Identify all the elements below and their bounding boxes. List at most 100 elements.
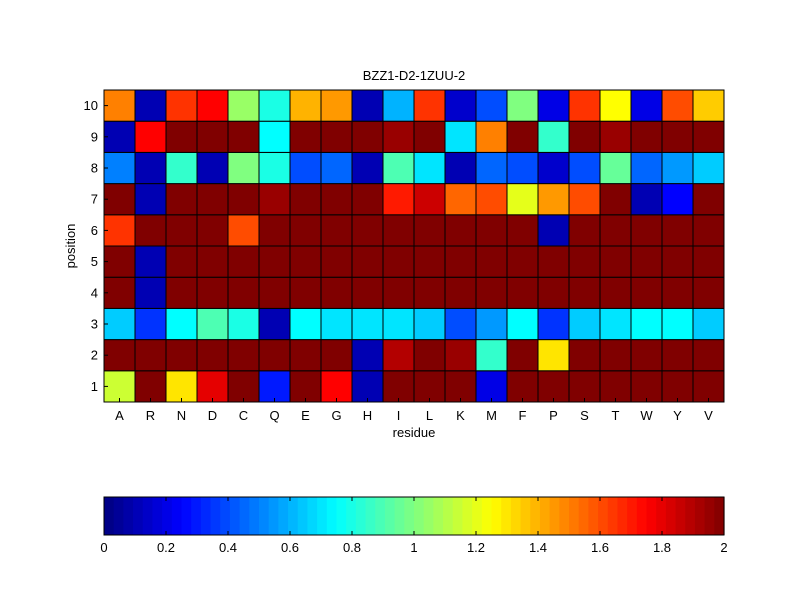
heatmap-cell	[599, 151, 632, 185]
heatmap-cell	[506, 89, 539, 122]
heatmap-cell	[382, 89, 415, 122]
heatmap-cell	[692, 276, 725, 309]
colorbar-segment	[656, 497, 667, 535]
colorbar-segment	[704, 497, 715, 535]
heatmap-cell	[351, 307, 384, 341]
colorbar-segment	[569, 497, 580, 535]
heatmap-cell	[537, 151, 570, 185]
colorbar-segment	[200, 497, 212, 535]
heatmap-cell	[444, 307, 477, 341]
heatmap-cell	[196, 89, 229, 122]
colorbar-segment	[452, 497, 464, 535]
heatmap-cell	[351, 151, 384, 185]
colorbar-segment	[598, 497, 609, 535]
heatmap-cell	[630, 245, 663, 278]
heatmap-cell	[630, 151, 663, 185]
y-tick-label: 8	[91, 161, 98, 176]
heatmap-cell	[320, 214, 353, 247]
heatmap-cell	[196, 151, 229, 185]
colorbar-segment	[394, 497, 405, 535]
colorbar-segment	[607, 497, 619, 535]
heatmap-cell	[475, 183, 508, 216]
heatmap-cell	[351, 120, 384, 153]
x-tick-label: D	[208, 408, 217, 423]
heatmap-cell	[692, 151, 725, 185]
colorbar-tick-label: 1.4	[529, 540, 547, 555]
colorbar-segment	[249, 497, 260, 535]
colorbar-segment	[384, 497, 396, 535]
y-tick-label: 1	[91, 379, 98, 394]
heatmap-cell	[630, 370, 663, 403]
heatmap-cell	[413, 151, 446, 185]
colorbar-segment	[307, 497, 318, 535]
heatmap-cell	[506, 276, 539, 309]
heatmap-cell	[568, 120, 601, 153]
heatmap-cell	[537, 183, 570, 216]
plot-frame	[103, 89, 725, 403]
heatmap-cell	[196, 307, 229, 341]
heatmap-cell	[630, 120, 663, 153]
heatmap-cell	[289, 183, 322, 216]
x-tick-label: A	[115, 408, 124, 423]
colorbar-segment	[433, 497, 444, 535]
x-tick-label: W	[640, 408, 653, 423]
heatmap-cell	[475, 120, 508, 153]
heatmap-cell	[630, 183, 663, 216]
heatmap-cell	[568, 370, 601, 403]
heatmap-cell	[258, 370, 291, 403]
colorbar-segment	[675, 497, 686, 535]
heatmap-cell	[134, 183, 167, 216]
colorbar-segment	[162, 497, 173, 535]
heatmap-cell	[506, 307, 539, 341]
colorbar-segment	[685, 497, 696, 535]
heatmap-cell	[692, 120, 725, 153]
x-tick-label: P	[549, 408, 558, 423]
heatmap-cells	[103, 89, 725, 403]
heatmap-cell	[382, 120, 415, 153]
heatmap-cell	[382, 151, 415, 185]
heatmap-cell	[537, 245, 570, 278]
heatmap-cell	[165, 276, 198, 309]
heatmap-cell	[134, 339, 167, 372]
heatmap-cell	[289, 214, 322, 247]
colorbar-segment	[346, 497, 357, 535]
heatmap-cell	[196, 276, 229, 309]
x-tick-label: R	[146, 408, 155, 423]
y-tick-label: 2	[91, 348, 98, 363]
heatmap-cell	[103, 370, 136, 403]
colorbar-tick-label: 1.8	[653, 540, 671, 555]
heatmap-cell	[382, 183, 415, 216]
heatmap-cell	[444, 339, 477, 372]
colorbar-tick-label: 2	[720, 540, 727, 555]
colorbar-segment	[694, 497, 706, 535]
x-tick-label: L	[426, 408, 433, 423]
x-tick-label: F	[519, 408, 527, 423]
heatmap-cell	[258, 339, 291, 372]
heatmap-cell	[568, 183, 601, 216]
colorbar-tick-label: 0.8	[343, 540, 361, 555]
heatmap-cell	[134, 307, 167, 341]
heatmap-cell	[227, 370, 260, 403]
heatmap-cell	[289, 245, 322, 278]
heatmap-cell	[413, 339, 446, 372]
heatmap-cell	[599, 339, 632, 372]
heatmap-cell	[568, 245, 601, 278]
colorbar-segment	[636, 497, 648, 535]
colorbar-segment	[375, 497, 386, 535]
colorbar-segment	[365, 497, 376, 535]
colorbar-segment	[229, 497, 241, 535]
colorbar-segment	[326, 497, 338, 535]
heatmap-cell	[661, 89, 694, 122]
heatmap-cell	[103, 151, 136, 185]
x-tick-label: C	[239, 408, 248, 423]
colorbar-segment	[559, 497, 570, 535]
heatmap-cell	[258, 307, 291, 341]
heatmap-cell	[568, 307, 601, 341]
heatmap-cell	[103, 214, 136, 247]
heatmap-cell	[444, 89, 477, 122]
colorbar-segment	[288, 497, 299, 535]
heatmap-cell	[413, 245, 446, 278]
colorbar-ticks: 0 0.2 0.4 0.6 0.8 1 1.2 1.4 1.6 1.8 2	[100, 497, 728, 555]
heatmap-cell	[134, 214, 167, 247]
colorbar-segment	[336, 497, 347, 535]
